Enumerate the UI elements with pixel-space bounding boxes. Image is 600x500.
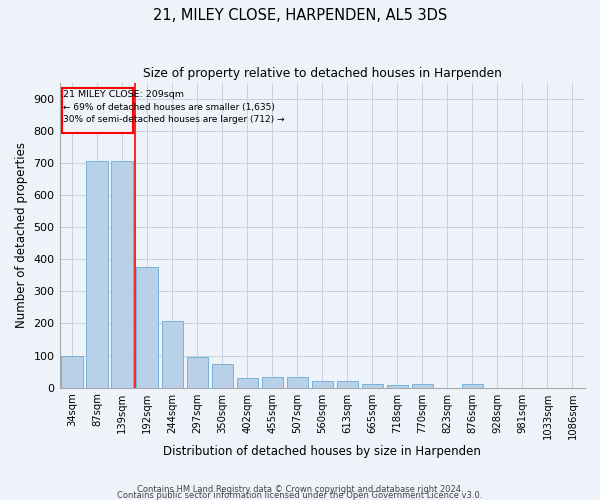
Bar xyxy=(387,385,408,388)
Bar xyxy=(287,378,308,388)
Bar xyxy=(62,88,133,132)
Text: 30% of semi-detached houses are larger (712) →: 30% of semi-detached houses are larger (… xyxy=(63,115,285,124)
Bar xyxy=(362,384,383,388)
Text: Contains public sector information licensed under the Open Government Licence v3: Contains public sector information licen… xyxy=(118,490,482,500)
X-axis label: Distribution of detached houses by size in Harpenden: Distribution of detached houses by size … xyxy=(163,444,481,458)
Bar xyxy=(337,381,358,388)
Bar xyxy=(236,378,258,388)
Bar xyxy=(161,321,183,388)
Text: Contains HM Land Registry data © Crown copyright and database right 2024.: Contains HM Land Registry data © Crown c… xyxy=(137,484,463,494)
Bar xyxy=(412,384,433,388)
Text: 21, MILEY CLOSE, HARPENDEN, AL5 3DS: 21, MILEY CLOSE, HARPENDEN, AL5 3DS xyxy=(153,8,447,22)
Bar xyxy=(136,268,158,388)
Text: ← 69% of detached houses are smaller (1,635): ← 69% of detached houses are smaller (1,… xyxy=(63,102,275,112)
Bar xyxy=(462,384,483,388)
Bar xyxy=(112,161,133,388)
Bar xyxy=(212,364,233,388)
Bar xyxy=(262,378,283,388)
Bar xyxy=(187,357,208,388)
Y-axis label: Number of detached properties: Number of detached properties xyxy=(15,142,28,328)
Bar xyxy=(61,356,83,388)
Bar xyxy=(86,161,108,388)
Bar xyxy=(311,381,333,388)
Title: Size of property relative to detached houses in Harpenden: Size of property relative to detached ho… xyxy=(143,68,502,80)
Text: 21 MILEY CLOSE: 209sqm: 21 MILEY CLOSE: 209sqm xyxy=(63,90,184,100)
